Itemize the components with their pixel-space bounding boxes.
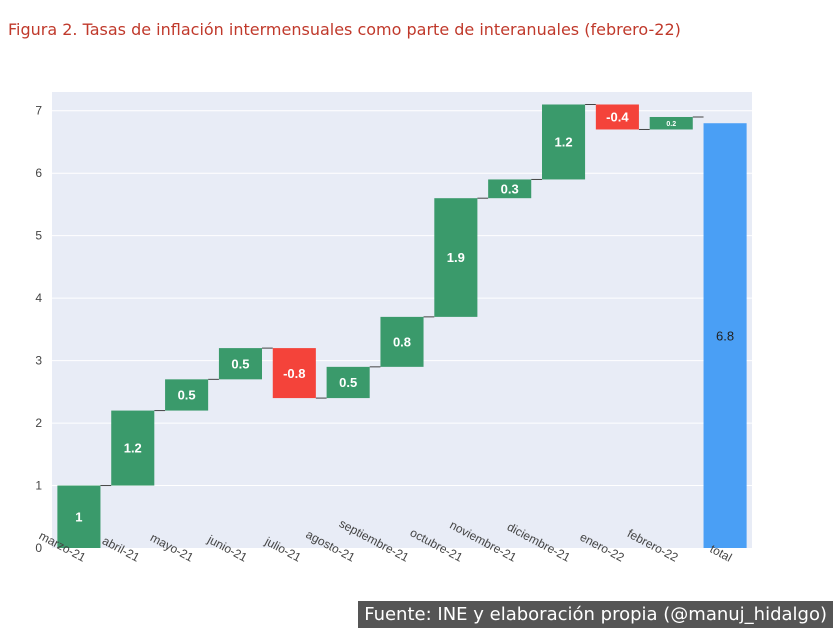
data-label: 1 — [75, 509, 82, 524]
y-tick-label: 4 — [35, 291, 42, 305]
y-tick-label: 3 — [35, 354, 42, 368]
bar-abril-21 — [111, 410, 155, 486]
data-label: 0.5 — [231, 356, 249, 371]
bar-diciembre-21 — [542, 104, 586, 180]
data-label: 0.8 — [393, 335, 411, 350]
bar-septiembre-21 — [380, 316, 424, 367]
y-tick-label: 7 — [35, 104, 42, 118]
bar-marzo-21 — [57, 485, 101, 548]
data-label: 1.9 — [447, 250, 465, 265]
data-label: -0.8 — [283, 366, 305, 381]
y-tick-label: 2 — [35, 416, 42, 430]
data-label: 0.3 — [501, 182, 519, 197]
bar-mayo-21 — [165, 379, 209, 411]
data-label: 6.8 — [716, 328, 734, 343]
source-caption: Fuente: INE y elaboración propia (@manuj… — [358, 601, 833, 628]
y-tick-label: 1 — [35, 479, 42, 493]
bar-julio-21 — [272, 348, 316, 399]
bar-octubre-21 — [434, 198, 478, 317]
bar-agosto-21 — [326, 366, 370, 399]
bar-total — [703, 123, 747, 548]
bar-enero-22 — [595, 104, 639, 130]
data-label: 1.2 — [124, 441, 142, 456]
y-tick-label: 0 — [35, 541, 42, 555]
y-tick-label: 5 — [35, 229, 42, 243]
bar-febrero-22 — [649, 116, 693, 130]
data-label: 1.2 — [554, 135, 572, 150]
data-label: 0.5 — [178, 388, 196, 403]
data-label: 0.5 — [339, 375, 357, 390]
bar-noviembre-21 — [488, 179, 532, 199]
y-tick-label: 6 — [35, 166, 42, 180]
data-label: -0.4 — [606, 110, 629, 125]
bar-junio-21 — [218, 348, 262, 380]
figure-title: Figura 2. Tasas de inflación intermensua… — [8, 20, 681, 39]
data-label: 0.2 — [666, 121, 676, 128]
